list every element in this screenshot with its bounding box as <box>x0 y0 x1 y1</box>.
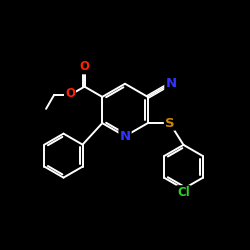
Text: N: N <box>120 130 130 143</box>
Text: Cl: Cl <box>177 186 190 199</box>
Text: O: O <box>80 60 90 74</box>
Text: S: S <box>165 116 174 130</box>
Text: O: O <box>65 87 75 100</box>
Text: N: N <box>165 77 176 90</box>
